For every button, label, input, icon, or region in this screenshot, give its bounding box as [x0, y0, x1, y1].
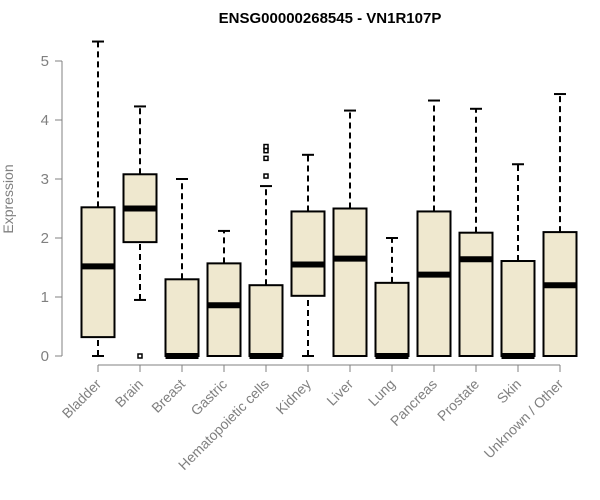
outlier-point	[263, 155, 269, 162]
box-group	[542, 93, 578, 358]
x-tick-label: Pancreas	[387, 376, 440, 429]
box-group	[122, 105, 158, 359]
x-tick-label: Liver	[323, 376, 356, 409]
x-tick-label: Kidney	[273, 376, 315, 418]
box-iqr	[458, 231, 494, 357]
y-axis-label: Expression	[0, 164, 16, 233]
box-group	[248, 143, 284, 359]
outlier-point	[137, 353, 143, 359]
chart-title: ENSG00000268545 - VN1R107P	[219, 10, 442, 27]
outlier-point	[263, 173, 269, 179]
box-iqr	[416, 210, 452, 357]
x-tick-label: Unknown / Other	[481, 376, 567, 462]
box-iqr	[248, 284, 284, 358]
y-tick-label: 0	[41, 348, 49, 365]
box-group	[290, 153, 326, 357]
y-tick-label: 2	[41, 230, 49, 247]
box-iqr	[500, 260, 536, 358]
x-tick-label: Bladder	[59, 376, 105, 422]
box-iqr	[80, 206, 116, 339]
y-tick-label: 5	[41, 53, 49, 70]
x-tick-label: Breast	[148, 376, 188, 416]
box-group	[206, 229, 242, 357]
box-iqr	[542, 231, 578, 358]
box-group	[416, 99, 452, 357]
y-axis: 0 1 2 3 4 5	[41, 53, 63, 365]
box-iqr	[206, 262, 242, 357]
box-iqr	[374, 281, 410, 357]
box-group	[332, 109, 368, 357]
box-iqr	[164, 278, 200, 357]
x-tick-label: Prostate	[434, 376, 482, 424]
box-iqr	[290, 210, 326, 297]
y-tick-label: 3	[41, 171, 49, 188]
box-group	[458, 107, 494, 357]
box-iqr	[332, 207, 368, 357]
y-tick-label: 1	[41, 289, 49, 306]
x-tick-label: Brain	[112, 376, 146, 410]
box-group	[164, 178, 200, 359]
boxes-layer	[80, 40, 578, 359]
y-tick-label: 4	[41, 112, 49, 129]
outlier-point	[263, 143, 269, 150]
x-tick-label: Lung	[365, 376, 398, 409]
x-tick-label: Skin	[494, 376, 525, 407]
box-group	[374, 237, 410, 359]
box-group	[80, 40, 116, 357]
box-group	[500, 163, 536, 359]
